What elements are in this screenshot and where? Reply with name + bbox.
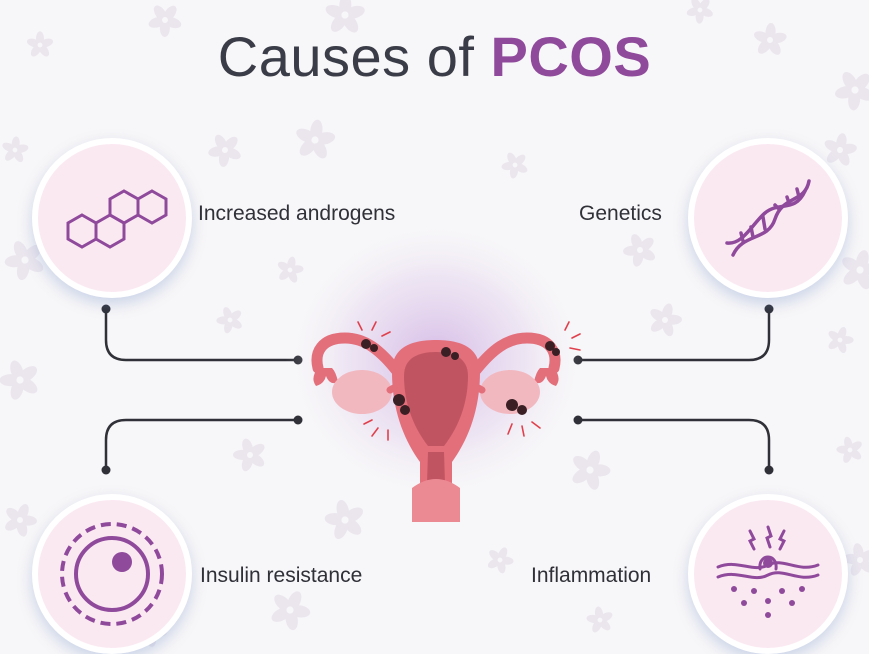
lesion [517, 405, 527, 415]
flower-decoration [296, 119, 336, 159]
flower-decoration [26, 31, 54, 57]
cause-label-genetics: Genetics [579, 202, 662, 225]
skin-inflammation-icon [716, 525, 820, 618]
insulin-icon-circle [32, 494, 192, 654]
flower-decoration [501, 152, 528, 179]
lesion [506, 399, 518, 411]
uterus-cavity [404, 352, 468, 446]
connector-dot [764, 465, 774, 475]
connector-dot [764, 304, 774, 314]
connector-androgens [104, 309, 298, 362]
flower-decoration [754, 23, 787, 55]
hexagon-molecule-icon [66, 189, 168, 249]
flower-decoration [208, 134, 241, 167]
flower-decoration [650, 303, 682, 337]
lesion [451, 352, 459, 360]
flower-decoration [271, 591, 311, 631]
androgens-icon-circle [32, 138, 192, 298]
flower-decoration [4, 241, 44, 281]
flower-decoration [623, 234, 655, 267]
flower-decoration [0, 360, 38, 400]
connector-insulin [104, 418, 298, 470]
flower-decoration [686, 0, 713, 24]
cell-icon [60, 522, 164, 626]
connector-dot [101, 465, 111, 475]
flower-decoration [233, 438, 265, 472]
lesion [370, 344, 378, 352]
flower-decoration [216, 307, 242, 334]
lesion [552, 348, 560, 356]
flower-decoration [842, 250, 869, 290]
right-ovary [480, 370, 540, 414]
flower-decoration [5, 504, 37, 537]
connector-inflammation [578, 418, 771, 470]
lesion [441, 347, 451, 357]
dna-helix-icon [725, 179, 811, 257]
page-title: Causes of PCOS [0, 22, 869, 92]
flower-decoration [487, 547, 514, 574]
left-ovary [332, 370, 392, 414]
flower-decoration [836, 436, 862, 463]
lesion [393, 394, 405, 406]
flower-decoration [2, 136, 29, 163]
connector-dot [573, 415, 583, 425]
inflammation-icon-circle [688, 494, 848, 654]
flower-decoration [572, 450, 611, 490]
flower-decoration [277, 256, 304, 283]
flower-decoration [325, 0, 365, 33]
cause-label-androgens: Increased androgens [198, 202, 396, 225]
right-fimbriae [534, 368, 559, 386]
flower-decoration [324, 500, 363, 540]
flower-decoration [586, 606, 613, 633]
connector-dot [101, 304, 111, 314]
title-prefix: Causes of [217, 25, 475, 88]
flower-decoration [148, 5, 182, 37]
connector-genetics [578, 309, 771, 362]
lesion [400, 405, 410, 415]
left-fimbriae [313, 368, 338, 386]
vaginal-canal [412, 479, 460, 522]
genetics-icon-circle [688, 138, 848, 298]
flower-decoration [828, 326, 854, 354]
left-fallopian-tube [311, 332, 402, 376]
title-highlight: PCOS [490, 25, 652, 88]
lesion [545, 341, 555, 351]
cause-label-inflammation: Inflammation [531, 564, 652, 587]
cause-label-insulin: Insulin resistance [200, 564, 363, 587]
flower-decoration [843, 543, 869, 576]
flower-decoration [824, 133, 857, 166]
lesion [361, 339, 371, 349]
